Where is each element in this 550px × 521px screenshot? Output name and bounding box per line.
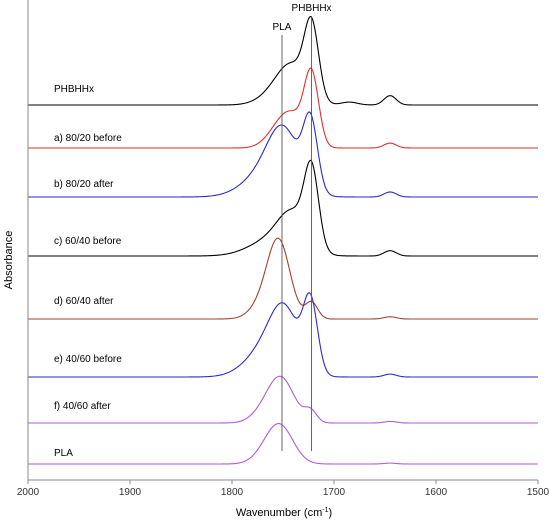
series-line-2	[28, 67, 538, 149]
x-tick-label-4: 1700	[323, 487, 346, 498]
x-axis-title-sup: -1	[322, 507, 328, 514]
reference-label-2: PHBHHx	[292, 3, 332, 14]
reference-label-1: PLA	[273, 22, 292, 33]
series-line-3	[28, 111, 538, 198]
series-label-5: d) 60/40 after	[54, 296, 114, 307]
x-tick-label-5: 1600	[425, 487, 448, 498]
series-line-8	[28, 423, 538, 465]
x-tick-label-2: 1900	[119, 487, 142, 498]
y-axis-title: Absorbance	[3, 231, 15, 290]
x-tick-label-6: 1500	[527, 487, 550, 498]
series-line-6	[28, 292, 538, 378]
x-tick-label-1: 2000	[17, 487, 40, 498]
x-axis-title-base: Wavenumber (cm	[236, 507, 322, 519]
series-line-4	[28, 159, 538, 257]
series-label-4: c) 60/40 before	[54, 236, 122, 247]
x-tick-label-3: 1800	[221, 487, 244, 498]
series-line-1	[28, 15, 538, 106]
series-label-2: a) 80/20 before	[54, 133, 122, 144]
plot-area	[28, 15, 538, 465]
series-label-3: b) 80/20 after	[54, 179, 114, 190]
series-label-1: PHBHHx	[54, 84, 94, 95]
series-line-7	[28, 375, 538, 424]
series-line-5	[28, 237, 538, 320]
x-axis-title-tail: )	[328, 507, 332, 519]
series-label-7: f) 40/60 after	[54, 401, 111, 412]
series-label-6: e) 40/60 before	[54, 354, 122, 365]
x-axis-title: Wavenumber (cm-1)	[236, 507, 332, 519]
series-label-8: PLA	[54, 448, 73, 459]
axes: 2000 1900 1800 1700 1600 1500	[17, 0, 550, 498]
series-labels: PHBHHx a) 80/20 before b) 80/20 after c) 60…	[54, 84, 122, 459]
